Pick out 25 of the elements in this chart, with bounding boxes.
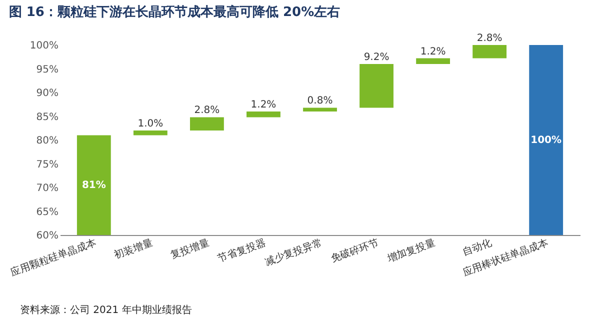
y-tick-label: 100%: [30, 40, 58, 52]
data-label: 81%: [82, 180, 106, 192]
data-label: 1.0%: [138, 118, 164, 130]
chart-title: 图 16：颗粒硅下游在长晶环节成本最高可降低 20%左右: [8, 4, 340, 20]
data-label: 2.8%: [476, 33, 502, 44]
y-tick-label: 75%: [36, 159, 58, 170]
x-tick-label: 增加复投量: [384, 236, 437, 266]
y-tick-label: 85%: [36, 112, 58, 123]
x-tick-label: 自动化: [461, 236, 494, 258]
data-label: 100%: [530, 135, 562, 146]
y-tick-label: 95%: [36, 64, 58, 76]
text: 资料来源：公司 2021 年中期业绩报告: [20, 304, 192, 316]
data-label: 9.2%: [364, 52, 390, 63]
data-label: 1.2%: [250, 100, 276, 110]
x-tick-label: 复投增量: [169, 236, 211, 262]
y-tick-label: 80%: [36, 136, 58, 146]
y-tick-label: 65%: [36, 206, 58, 218]
y-tick-label: 60%: [36, 230, 58, 242]
x-tick-label: 初装增量: [112, 236, 154, 262]
data-label: 1.2%: [420, 46, 446, 58]
y-tick-label: 70%: [36, 183, 58, 194]
data-label: 2.8%: [194, 105, 220, 116]
x-tick-label: 免破碎环节: [329, 236, 380, 265]
y-tick-label: 90%: [36, 88, 58, 99]
data-label: 0.8%: [307, 96, 333, 107]
